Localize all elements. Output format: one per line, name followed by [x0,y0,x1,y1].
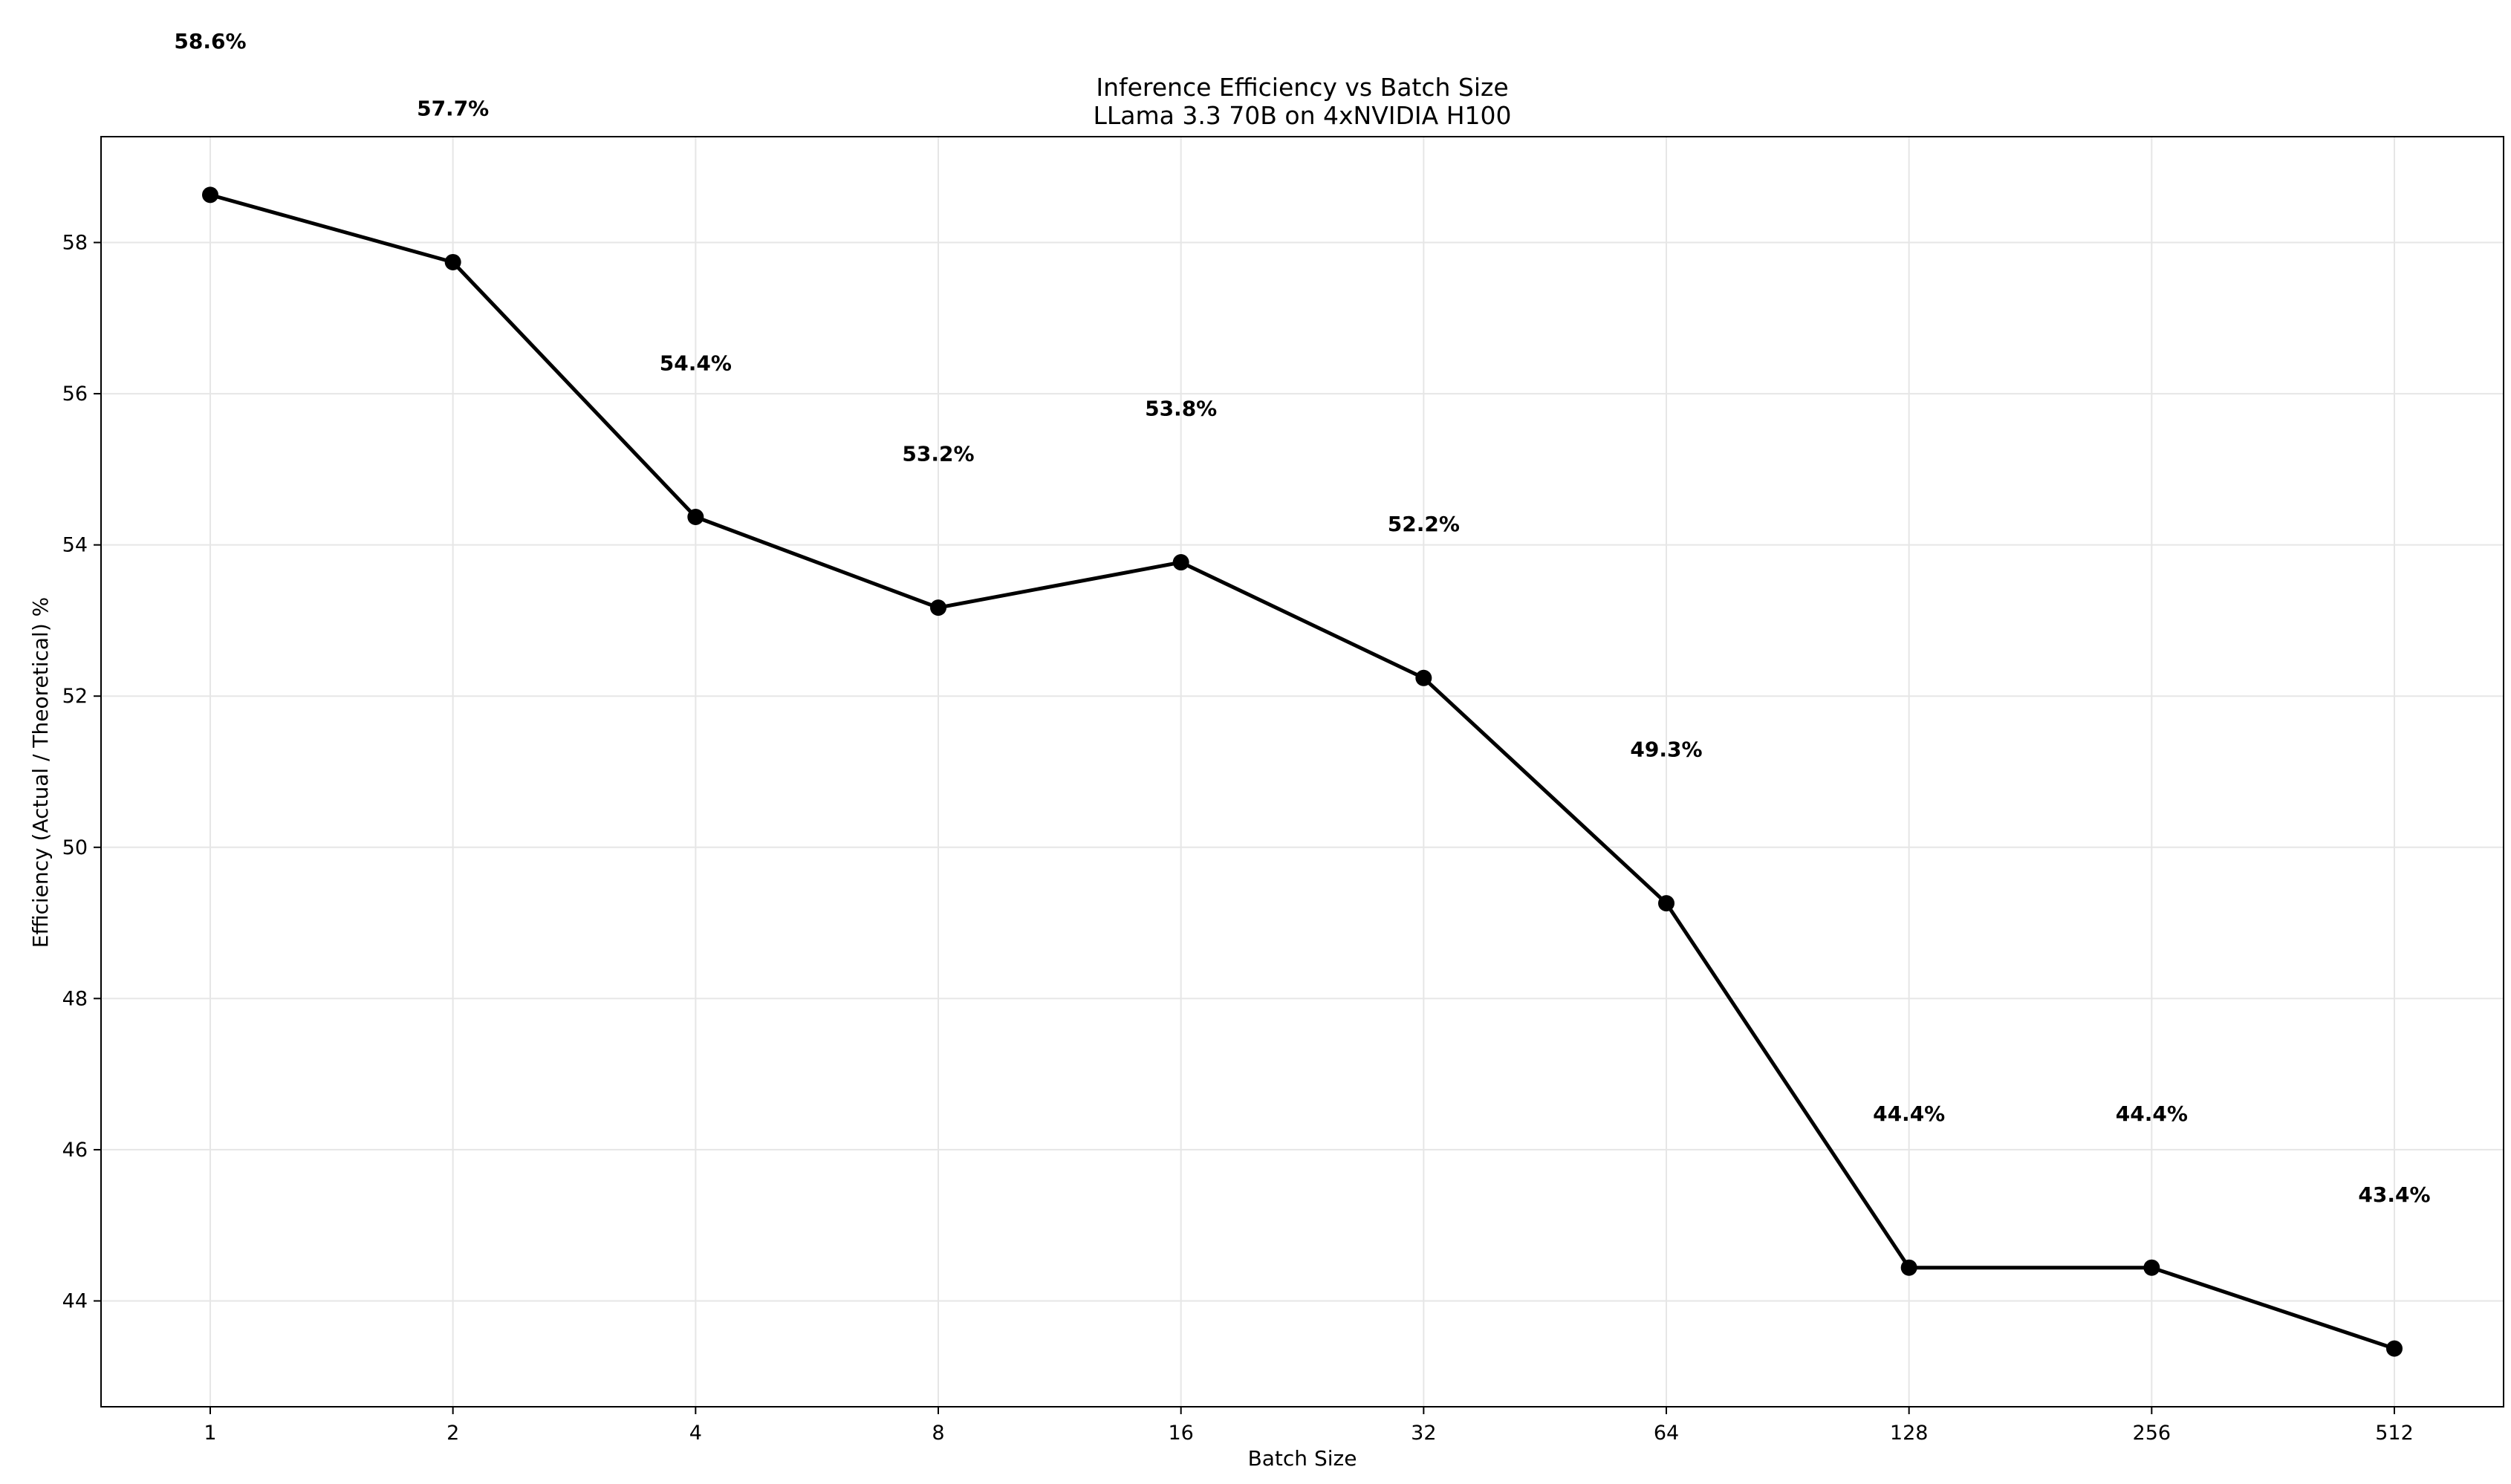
y-tick-label: 54 [62,534,88,557]
plot-frame [100,136,2504,1407]
x-tick-label: 16 [1168,1422,1193,1445]
data-point [202,186,218,204]
data-label: 44.4% [1873,1101,1945,1126]
x-tick-label: 8 [932,1422,944,1445]
data-label: 57.7% [417,96,489,120]
data-point [1658,895,1674,912]
data-label: 53.8% [1145,396,1217,420]
y-tick-label: 44 [62,1290,88,1313]
x-axis-ticks: 1 2 4 8 16 32 64 128 256 512 [204,1407,2414,1445]
data-label: 52.2% [1388,512,1460,536]
data-label: 58.6% [174,29,246,53]
y-axis-ticks: 44 46 48 50 52 54 56 58 [62,232,101,1313]
data-point [2143,1259,2160,1276]
x-tick-label: 2 [446,1422,459,1445]
x-tick-label: 64 [1654,1422,1679,1445]
data-label: 49.3% [1630,738,1702,762]
grid-layer [101,137,2504,1407]
data-label: 53.2% [902,442,974,466]
data-point [687,508,704,525]
chart-subtitle: LLama 3.3 70B on 4xNVIDIA H100 [1093,101,1511,130]
y-tick-label: 46 [62,1139,88,1162]
y-tick-label: 50 [62,836,88,859]
x-tick-label: 128 [1890,1422,1929,1445]
y-tick-label: 56 [62,383,88,406]
data-label-layer: 58.6% 57.7% 54.4% 53.2% 53.8% 52.2% 49.3% 44.4%… [174,29,2430,1207]
x-tick-label: 1 [204,1422,216,1445]
data-point [1900,1259,1917,1276]
x-tick-label: 256 [2133,1422,2171,1445]
series-layer [202,186,2403,1357]
data-point [1172,554,1189,571]
y-tick-label: 58 [62,232,88,255]
y-tick-label: 52 [62,685,88,708]
x-tick-label: 512 [2375,1422,2414,1445]
chart-title: Inference Efficiency vs Batch Size [1096,73,1508,102]
x-axis-label: Batch Size [1248,1446,1357,1471]
data-point [2386,1340,2403,1357]
data-point [1415,669,1432,686]
y-axis-label: Efficiency (Actual / Theoretical) % [28,597,53,948]
data-label: 44.4% [2116,1101,2188,1126]
data-label: 54.4% [660,351,732,375]
series-line [209,192,2395,1350]
data-point [930,599,946,616]
data-point [444,253,461,270]
x-tick-label: 32 [1411,1422,1436,1445]
data-label: 43.4% [2358,1182,2430,1207]
x-tick-label: 4 [689,1422,702,1445]
y-tick-label: 48 [62,987,88,1010]
